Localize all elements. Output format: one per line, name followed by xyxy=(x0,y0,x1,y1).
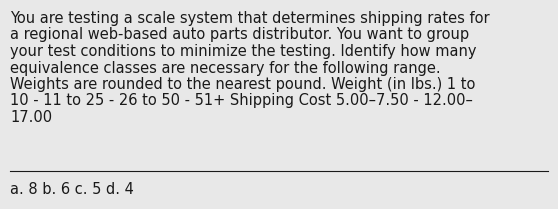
Text: 10 - 11 to 25 - 26 to 50 - 51+ Shipping Cost 5.00–7.50 - 12.00–: 10 - 11 to 25 - 26 to 50 - 51+ Shipping … xyxy=(10,93,473,108)
Text: your test conditions to minimize the testing. Identify how many: your test conditions to minimize the tes… xyxy=(10,44,477,59)
Text: equivalence classes are necessary for the following range.: equivalence classes are necessary for th… xyxy=(10,60,441,75)
Text: a regional web-based auto parts distributor. You want to group: a regional web-based auto parts distribu… xyxy=(10,28,469,42)
Text: You are testing a scale system that determines shipping rates for: You are testing a scale system that dete… xyxy=(10,11,489,26)
Text: Weights are rounded to the nearest pound. Weight (in lbs.) 1 to: Weights are rounded to the nearest pound… xyxy=(10,77,475,92)
Text: a. 8 b. 6 c. 5 d. 4: a. 8 b. 6 c. 5 d. 4 xyxy=(10,182,134,197)
Text: 17.00: 17.00 xyxy=(10,110,52,125)
